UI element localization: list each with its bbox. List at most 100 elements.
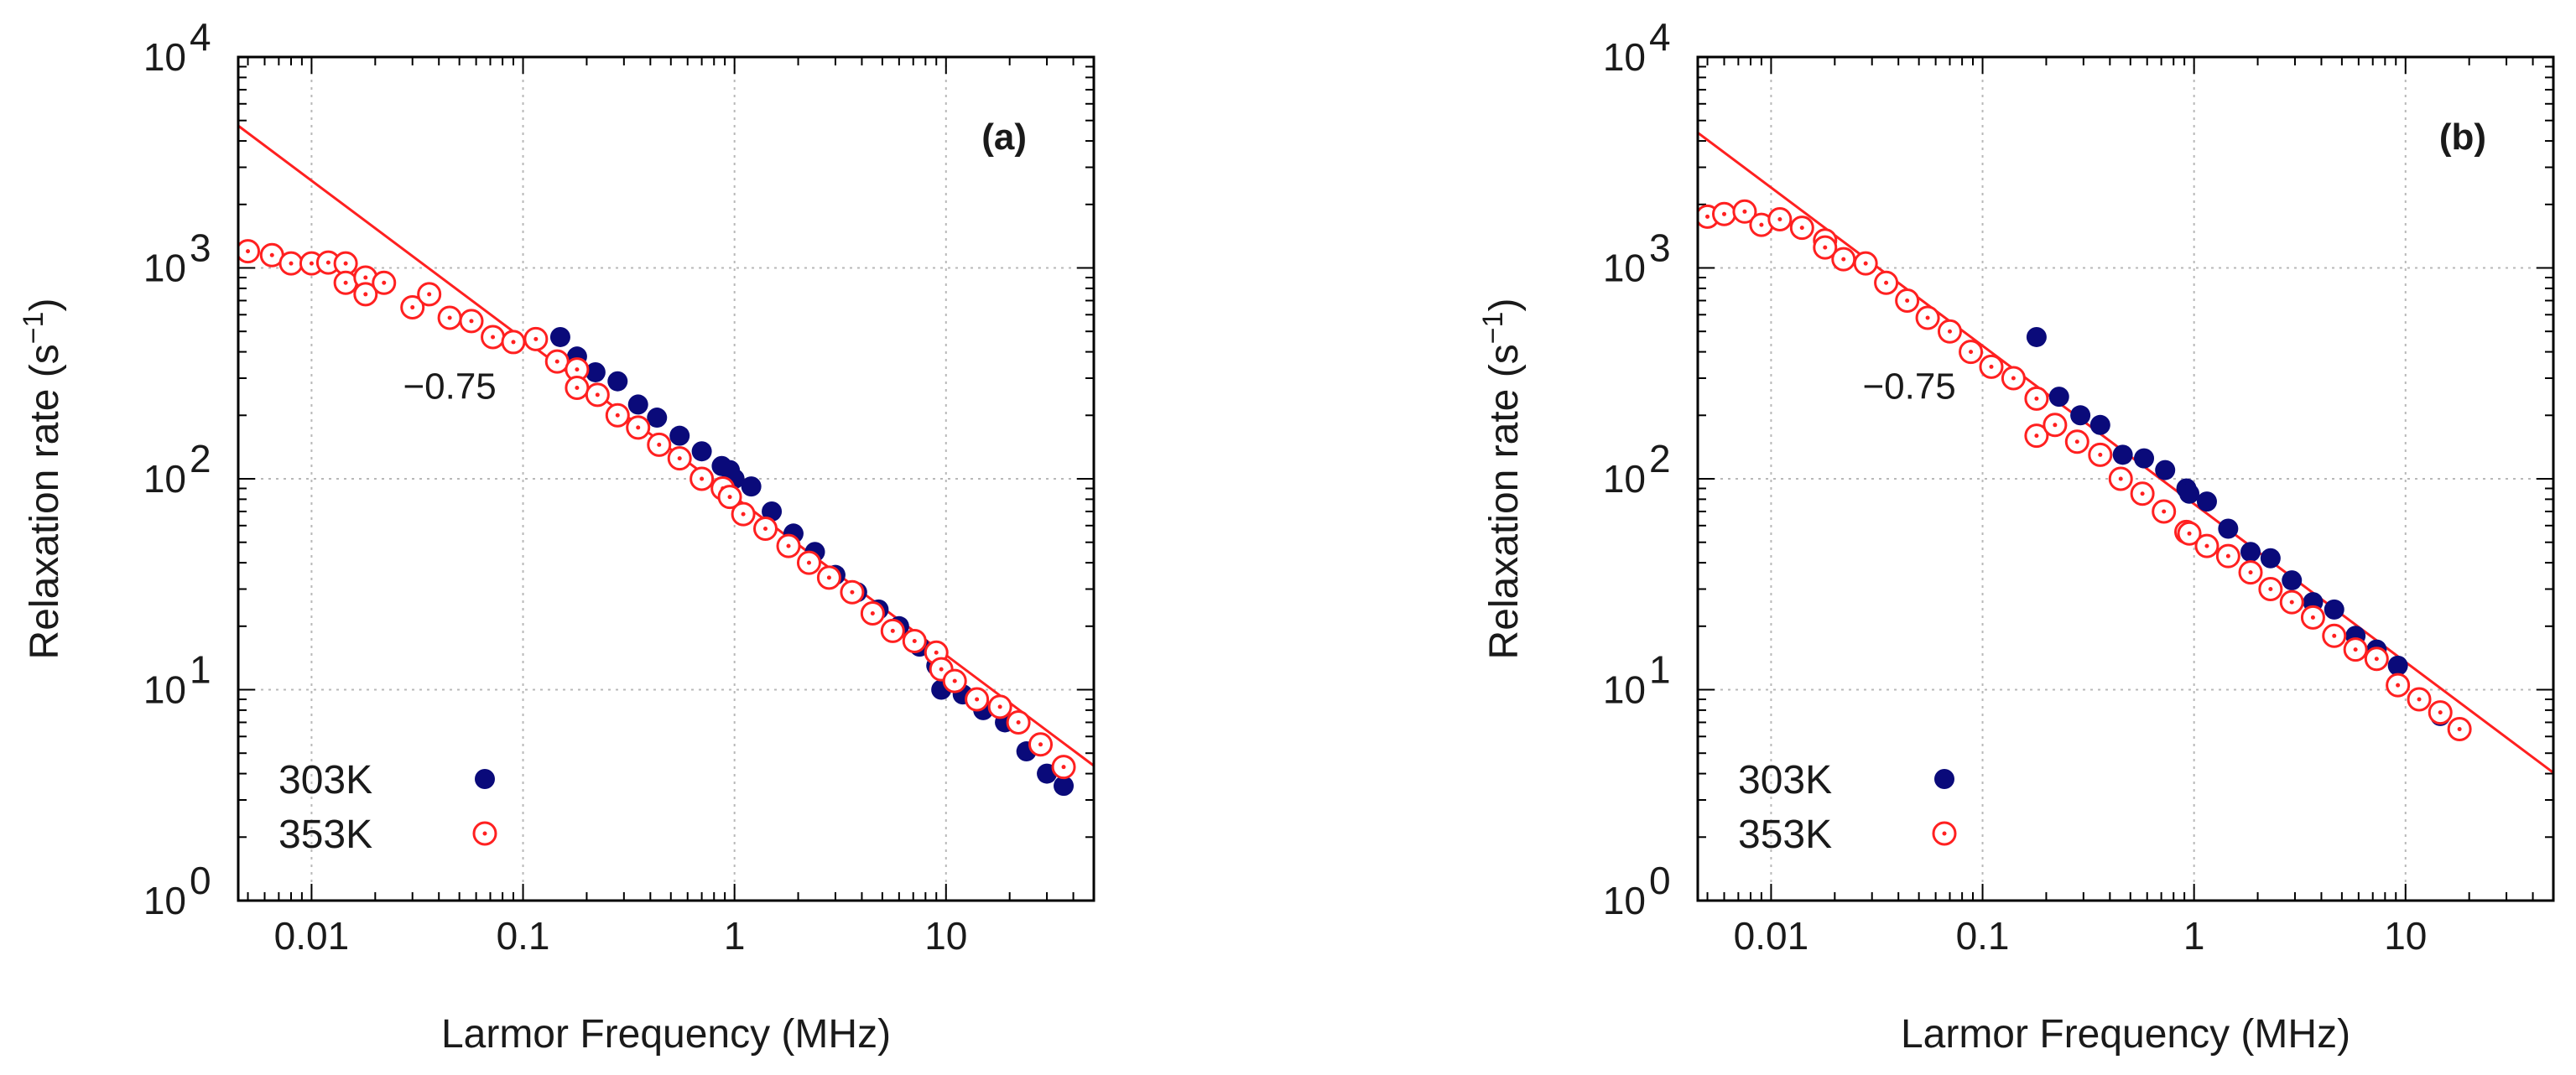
data-point-353K-center xyxy=(269,252,274,257)
data-point-353K-center xyxy=(2353,647,2358,652)
data-point-303K xyxy=(549,326,570,347)
y-axis-label-sup: −1 xyxy=(1477,312,1509,345)
data-point-353K-center xyxy=(2374,657,2379,662)
data-point-353K-center xyxy=(636,425,641,430)
y-tick-label: 10 xyxy=(143,879,186,922)
x-tick-label: 0.01 xyxy=(1734,914,1809,958)
data-point-353K-center xyxy=(554,359,559,364)
data-point-303K xyxy=(691,441,712,462)
data-point-353K-center xyxy=(763,526,768,531)
y-tick-exponent: 2 xyxy=(1649,437,1671,480)
data-point-353K-center xyxy=(826,575,831,580)
data-point-353K-center xyxy=(343,280,348,285)
slope-label: −0.75 xyxy=(403,366,496,407)
data-point-353K-center xyxy=(870,611,875,616)
data-point-353K-center xyxy=(1759,222,1764,227)
data-point-353K-center xyxy=(806,560,811,565)
legend-label-353K: 353K xyxy=(1738,813,1832,857)
data-point-303K xyxy=(2070,405,2091,426)
data-point-303K xyxy=(2196,491,2217,512)
y-axis-label-tail: ) xyxy=(23,299,67,312)
y-tick-label: 10 xyxy=(1603,457,1646,501)
data-point-353K-center xyxy=(2438,710,2443,715)
data-point-353K-center xyxy=(2034,396,2039,401)
data-point-353K-center xyxy=(2225,553,2230,558)
data-point-353K-center xyxy=(363,275,368,280)
y-tick-exponent: 4 xyxy=(1649,15,1671,59)
data-point-303K xyxy=(2324,599,2344,620)
data-point-303K xyxy=(741,476,762,497)
slope-label: −0.75 xyxy=(1862,366,1955,407)
data-point-353K-center xyxy=(1038,742,1043,747)
data-point-353K-center xyxy=(575,386,580,391)
legend-label-303K: 303K xyxy=(278,758,372,802)
data-point-353K-center xyxy=(363,292,368,297)
data-point-303K xyxy=(762,501,783,522)
y-axis-label-tail: ) xyxy=(1482,299,1527,312)
y-tick-label: 10 xyxy=(1603,247,1646,290)
data-point-353K-center xyxy=(1721,211,1726,216)
data-point-303K xyxy=(2218,518,2239,539)
data-point-303K xyxy=(2048,387,2069,408)
data-point-353K-center xyxy=(1016,719,1021,724)
data-point-353K-center xyxy=(952,678,957,683)
data-point-353K-center xyxy=(2140,491,2145,496)
data-point-353K-center xyxy=(2162,509,2167,514)
data-point-353K-center xyxy=(1989,364,1994,369)
legend-marker-303K xyxy=(475,769,495,789)
y-tick-exponent: 1 xyxy=(1649,648,1671,692)
data-point-353K-center xyxy=(2289,600,2294,605)
data-point-353K-center xyxy=(1925,315,1930,320)
data-point-353K-center xyxy=(1742,209,1747,214)
y-tick-exponent: 3 xyxy=(1649,226,1671,270)
data-point-303K xyxy=(627,394,648,415)
data-point-353K-center xyxy=(491,335,496,340)
data-point-353K-center xyxy=(343,261,348,266)
data-point-353K-center xyxy=(447,315,452,320)
legend: 303K 353K xyxy=(278,758,497,857)
data-point-353K-center xyxy=(2053,423,2058,428)
data-point-353K-center xyxy=(410,305,415,310)
data-point-353K-center xyxy=(2332,633,2337,638)
y-tick-exponent: 0 xyxy=(1649,859,1671,902)
y-tick-label: 10 xyxy=(143,457,186,501)
data-point-353K-center xyxy=(2011,376,2016,381)
data-point-353K-center xyxy=(595,392,600,397)
data-point-353K-center xyxy=(2098,452,2103,457)
y-axis-label: Relaxation rate (s−1) xyxy=(18,299,67,660)
y-axis-label: Relaxation rate (s−1) xyxy=(1477,299,1527,660)
data-point-353K-center xyxy=(246,249,251,254)
legend: 303K 353K xyxy=(1738,758,1957,857)
data-point-353K-center xyxy=(1841,257,1846,262)
data-point-353K-center xyxy=(1969,350,1974,355)
data-point-353K-center xyxy=(975,697,980,702)
data-point-353K-center xyxy=(2074,439,2079,444)
data-point-353K-center xyxy=(939,667,944,672)
series-353K xyxy=(238,239,1076,780)
data-point-353K-center xyxy=(1061,765,1066,770)
axes-frame xyxy=(237,55,1095,902)
data-point-303K xyxy=(2089,414,2110,435)
x-tick-label: 1 xyxy=(724,914,746,958)
data-point-353K-center xyxy=(2034,434,2039,439)
data-point-353K-center xyxy=(741,512,746,517)
y-tick-exponent: 0 xyxy=(190,859,211,902)
x-axis-label: Larmor Frequency (MHz) xyxy=(441,1012,891,1057)
y-tick-exponent: 3 xyxy=(190,226,211,270)
panel-label: (b) xyxy=(2439,117,2486,158)
data-point-303K xyxy=(2134,448,2155,469)
data-point-303K xyxy=(2240,542,2261,563)
data-point-353K-center xyxy=(2118,476,2123,481)
data-point-353K-center xyxy=(289,261,294,266)
data-point-353K-center xyxy=(1863,261,1868,266)
data-point-353K-center xyxy=(309,261,314,266)
data-point-353K-center xyxy=(2417,697,2422,702)
legend-label-353K: 353K xyxy=(278,813,372,857)
data-point-353K-center xyxy=(700,476,705,481)
data-point-353K-center xyxy=(2310,615,2315,620)
data-point-353K-center xyxy=(533,336,539,341)
data-point-353K-center xyxy=(657,442,662,447)
